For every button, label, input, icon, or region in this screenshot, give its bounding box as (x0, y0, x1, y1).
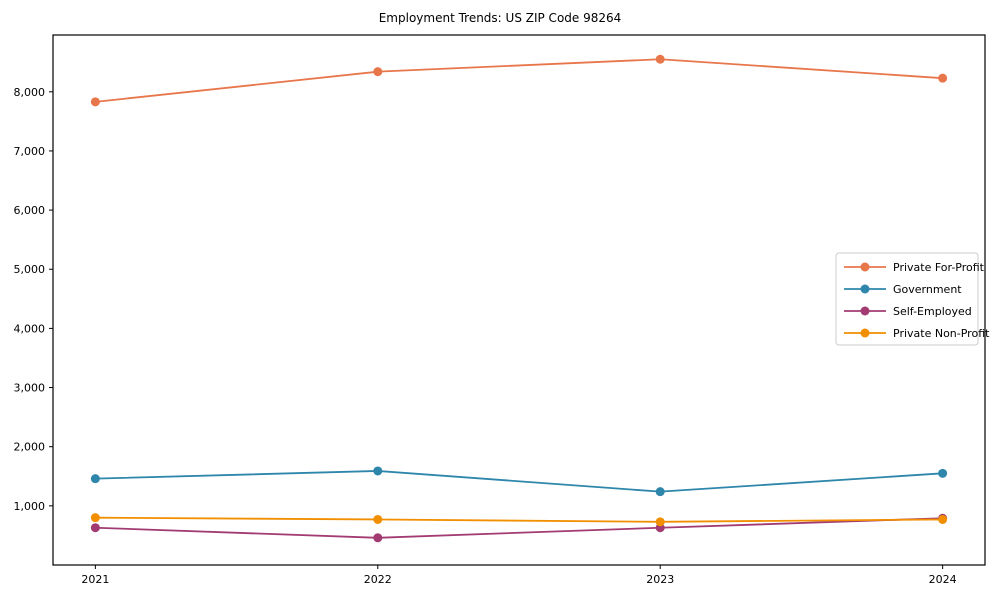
legend-label-private-for-profit: Private For-Profit (893, 261, 985, 274)
data-point-private-non-profit (90, 513, 100, 523)
data-point-private-for-profit (938, 73, 948, 83)
data-point-government (938, 468, 948, 478)
data-point-private-non-profit (938, 514, 948, 524)
data-point-government (655, 487, 665, 497)
legend-label-private-non-profit: Private Non-Profit (893, 327, 990, 340)
x-axis-tick-label: 2022 (364, 573, 392, 586)
data-point-private-non-profit (373, 514, 383, 524)
legend-label-government: Government (893, 283, 962, 296)
series-line-private-for-profit (95, 58, 943, 103)
y-axis-tick-label: 7,000 (14, 145, 46, 158)
y-axis-tick-label: 5,000 (14, 263, 46, 276)
axes-frame (52, 34, 986, 566)
plot-area: 1,000 2,000 3,000 4,000 5,000 6,000 7,000 8,000… (14, 34, 990, 586)
series-line-private-non-profit (95, 516, 943, 523)
y-axis-tick-label: 6,000 (14, 204, 46, 217)
data-point-private-non-profit (655, 517, 665, 527)
data-point-self-employed (90, 523, 100, 533)
x-axis-tick-label: 2021 (81, 573, 109, 586)
y-axis-tick-label: 4,000 (14, 322, 46, 335)
legend-marker-government (860, 284, 870, 294)
legend-marker-private-for-profit (860, 262, 870, 272)
legend (835, 252, 979, 346)
data-point-self-employed (373, 533, 383, 543)
series-line-government (95, 470, 943, 493)
legend-label-self-employed: Self-Employed (893, 305, 972, 318)
y-axis-tick-label: 2,000 (14, 441, 46, 454)
y-axis-tick-label: 3,000 (14, 382, 46, 395)
legend-marker-self-employed (860, 306, 870, 316)
legend-marker-private-non-profit (860, 328, 870, 338)
y-axis-tick-label: 8,000 (14, 86, 46, 99)
y-axis-tick-label: 1,000 (14, 500, 46, 513)
data-point-private-for-profit (90, 97, 100, 107)
x-axis-tick-label: 2024 (929, 573, 957, 586)
data-point-government (90, 474, 100, 484)
data-point-government (373, 466, 383, 476)
x-axis-tick-label: 2023 (646, 573, 674, 586)
chart-title: Employment Trends: US ZIP Code 98264 (379, 11, 622, 25)
series-line-self-employed (95, 517, 943, 539)
data-point-private-for-profit (655, 54, 665, 64)
data-point-private-for-profit (373, 67, 383, 77)
